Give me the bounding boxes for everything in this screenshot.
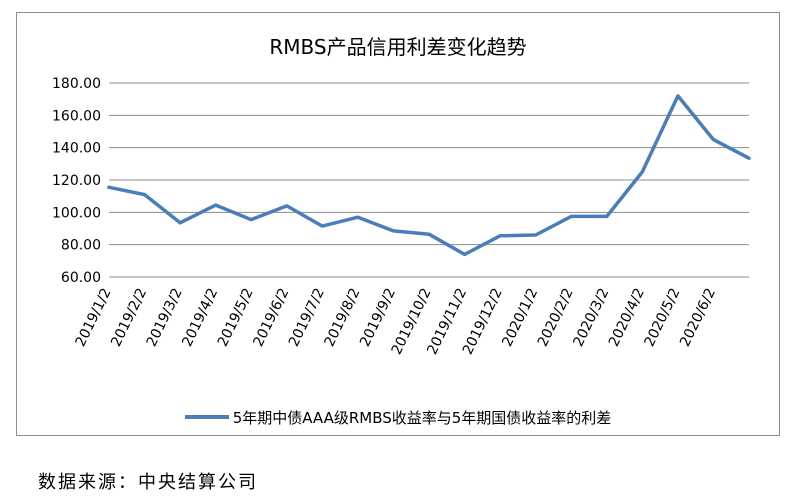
- x-tick-label-5: 2019/6/2: [250, 286, 292, 350]
- x-tick-label-1: 2019/2/2: [108, 286, 150, 350]
- y-tick-label-4: 140.00: [52, 141, 101, 157]
- y-tick-label-6: 180.00: [52, 76, 101, 92]
- line-chart-plot: 60.00 80.00 100.00 120.00 140.00 160.00 180.00…: [52, 76, 751, 357]
- x-tick-label-13: 2020/2/2: [535, 286, 577, 350]
- x-tick-label-16: 2020/5/2: [642, 286, 684, 350]
- y-tick-label-5: 160.00: [52, 108, 101, 124]
- chart-title: RMBS产品信用利差变化趋势: [269, 35, 527, 59]
- y-tick-label-3: 120.00: [52, 173, 101, 189]
- legend-series-label: 5年期中债AAA级RMBS收益率与5年期国债收益率的利差: [232, 409, 612, 427]
- series-line-0: [107, 94, 751, 257]
- legend-line-swatch: [184, 414, 229, 419]
- x-tick-label-0: 2019/1/2: [73, 286, 115, 350]
- x-tick-label-17: 2020/6/2: [677, 286, 719, 350]
- x-tick-label-15: 2020/4/2: [606, 286, 648, 350]
- x-tick-label-7: 2019/8/2: [322, 286, 364, 350]
- x-tick-label-6: 2019/7/2: [286, 286, 328, 350]
- x-tick-label-14: 2020/3/2: [570, 286, 612, 350]
- x-tick-label-12: 2020/1/2: [499, 286, 541, 350]
- source-note: 数据来源：中央结算公司: [38, 472, 258, 493]
- chart-legend: 5年期中债AAA级RMBS收益率与5年期国债收益率的利差: [17, 407, 779, 428]
- x-tick-label-2: 2019/3/2: [144, 286, 186, 350]
- y-tick-label-1: 80.00: [61, 238, 101, 254]
- x-tick-label-3: 2019/4/2: [179, 286, 221, 350]
- x-tick-label-8: 2019/9/2: [357, 286, 399, 350]
- y-tick-label-0: 60.00: [61, 270, 101, 286]
- chart-frame: RMBS产品信用利差变化趋势 60.00 80.00 100.00 120.00 140…: [16, 12, 780, 436]
- x-tick-label-4: 2019/5/2: [215, 286, 257, 350]
- y-tick-label-2: 100.00: [52, 205, 101, 221]
